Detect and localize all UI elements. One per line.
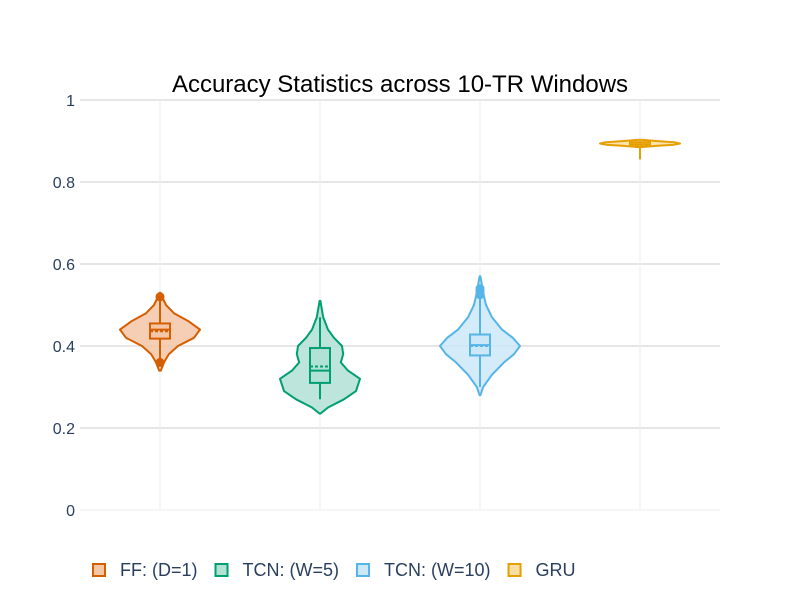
violin-3 <box>599 138 681 160</box>
legend-label: TCN: (W=5) <box>243 560 340 580</box>
y-tick-label: 0.6 <box>53 257 75 274</box>
violin-0 <box>119 291 201 372</box>
legend-swatch <box>92 563 106 577</box>
legend-item-2[interactable]: TCN: (W=10) <box>356 560 491 580</box>
legend-label: FF: (D=1) <box>120 560 198 580</box>
violin-2 <box>439 275 521 397</box>
grid-lines <box>80 99 720 511</box>
outlier-point <box>475 284 485 294</box>
legend-label: GRU <box>536 560 576 580</box>
y-tick-label: 0.2 <box>53 421 75 438</box>
chart-title: Accuracy Statistics across 10-TR Windows <box>172 71 628 98</box>
y-axis-ticks: 0 0.2 0.4 0.6 0.8 1 <box>53 93 75 520</box>
iqr-box <box>309 347 331 384</box>
violins <box>119 138 681 415</box>
y-tick-label: 1 <box>66 93 75 110</box>
y-tick-label: 0.8 <box>53 175 75 192</box>
y-tick-label: 0.4 <box>53 339 75 356</box>
legend-item-3[interactable]: GRU <box>507 560 576 580</box>
y-tick-label: 0 <box>66 503 75 520</box>
legend-label: TCN: (W=10) <box>384 560 491 580</box>
violin-1 <box>279 299 361 415</box>
legend: FF: (D=1) TCN: (W=5) TCN: (W=10) GRU <box>92 560 576 580</box>
legend-swatch <box>214 563 229 577</box>
outlier-point <box>155 357 165 367</box>
legend-item-1[interactable]: TCN: (W=5) <box>214 560 340 580</box>
legend-item-0[interactable]: FF: (D=1) <box>92 560 198 580</box>
legend-swatch <box>507 563 522 577</box>
outlier-point <box>155 292 165 302</box>
legend-swatch <box>356 563 371 577</box>
